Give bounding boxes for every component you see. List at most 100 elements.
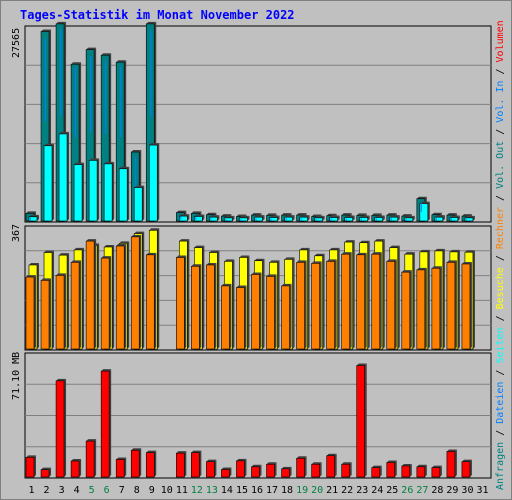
- bar-seiten-17: [269, 217, 278, 222]
- bar-volumen-14-side: [229, 467, 232, 477]
- bar-dateien-13: [210, 218, 212, 221]
- bar-seiten-12: [194, 216, 203, 222]
- bar-seiten-21: [329, 217, 338, 222]
- bar-rechner-15-side: [244, 285, 247, 349]
- bar-volumen-20: [311, 463, 320, 478]
- bar-anfragen-23-top: [356, 213, 367, 216]
- day-label-18: 18: [281, 485, 293, 496]
- bar-seiten-8: [133, 187, 143, 222]
- bar-seiten-3-top: [59, 131, 70, 134]
- bar-seiten-14-top: [224, 215, 235, 218]
- bar-volumen-6-side: [109, 369, 112, 477]
- bar-besuche-13-top: [209, 250, 220, 253]
- bar-anfragen-7-top: [116, 60, 127, 63]
- bar-seiten-16-side: [262, 215, 265, 221]
- chart-title: Tages-Statistik im Monat November 2022: [20, 8, 295, 22]
- bar-volumen-16: [251, 466, 260, 478]
- bar-besuche-4-top: [74, 247, 85, 250]
- bar-seiten-9-top: [149, 143, 160, 146]
- bar-seiten-22-top: [344, 215, 355, 218]
- bar-seiten-19-side: [307, 215, 310, 221]
- legend-entry-9: /: [495, 189, 506, 207]
- bar-rechner-2: [40, 280, 50, 350]
- bar-rechner-13-top: [206, 262, 217, 265]
- day-label-30: 30: [461, 485, 473, 496]
- bar-volumen-1-side: [34, 455, 36, 477]
- bar-seiten-30: [464, 217, 474, 222]
- bar-rechner-20-top: [311, 261, 322, 264]
- bar-rechner-8: [130, 236, 140, 350]
- bar-seiten-22: [344, 217, 353, 222]
- legend-entry-14: Volumen: [495, 20, 506, 62]
- bar-seiten-1-side: [37, 214, 39, 221]
- bar-volumen-17-side: [274, 462, 277, 477]
- bar-rechner-25-top: [386, 259, 397, 262]
- bar-volumen-8-top: [131, 448, 142, 451]
- bar-seiten-7: [118, 168, 128, 222]
- bar-besuche-9-top: [149, 228, 160, 231]
- bar-seiten-23: [359, 217, 369, 222]
- bar-rechner-4: [70, 262, 80, 350]
- visits-ymax-label: 367: [11, 224, 22, 242]
- legend-entry-7: /: [495, 249, 506, 267]
- bar-volumen-22-side: [349, 462, 352, 477]
- bar-seiten-2-top: [44, 143, 55, 146]
- bar-dateien-22: [345, 218, 347, 221]
- bar-rechner-5-top: [86, 239, 97, 242]
- bar-besuche-23-top: [359, 240, 370, 243]
- bar-volumen-26-top: [401, 463, 412, 466]
- day-label-19: 19: [296, 485, 308, 496]
- day-label-14: 14: [221, 485, 233, 496]
- bar-volumen-8-side: [139, 448, 142, 477]
- bar-seiten-20-top: [314, 215, 325, 218]
- bar-besuche-18-top: [284, 257, 295, 260]
- bar-rechner-4-top: [71, 260, 82, 263]
- day-label-8: 8: [134, 485, 140, 496]
- bar-rechner-20: [311, 263, 320, 350]
- bar-dateien-18: [285, 218, 287, 221]
- bar-seiten-1-top: [29, 214, 39, 217]
- legend-entry-8: Rechner: [495, 207, 506, 249]
- bar-besuche-21-top: [329, 247, 340, 250]
- legend-entry-12: Vol. In: [495, 81, 506, 123]
- bar-volumen-12-side: [199, 450, 202, 477]
- bar-volumen-9-top: [146, 450, 157, 453]
- bar-besuche-29-side: [457, 249, 460, 349]
- bar-rechner-22-top: [341, 252, 352, 255]
- bar-volumen-4-top: [71, 459, 82, 462]
- bar-volumen-28-side: [439, 465, 442, 477]
- bar-dateien-29: [450, 218, 452, 221]
- bar-volumen-27-side: [424, 464, 427, 477]
- bar-rechner-21-top: [326, 259, 337, 262]
- bar-rechner-23-top: [356, 252, 367, 255]
- bar-besuche-25-top: [389, 245, 400, 248]
- day-label-20: 20: [311, 485, 323, 496]
- bar-volumen-9: [145, 452, 155, 478]
- bar-rechner-26-top: [401, 270, 412, 273]
- bar-rechner-24-side: [379, 252, 382, 349]
- bar-rechner-15-top: [236, 285, 247, 288]
- bar-rechner-12: [191, 265, 200, 350]
- bar-volumen-24-side: [379, 465, 382, 477]
- bar-volumen-11-top: [176, 451, 187, 454]
- bar-seiten-5-top: [89, 158, 100, 161]
- bar-volumen-26: [401, 465, 411, 478]
- bar-seiten-30-side: [472, 215, 475, 221]
- bar-seiten-29: [449, 217, 459, 222]
- day-label-5: 5: [89, 485, 95, 496]
- bar-besuche-28-top: [434, 248, 445, 251]
- bar-volumen-23-top: [356, 363, 367, 366]
- bar-seiten-26: [404, 217, 414, 222]
- visits-panel-frame: [24, 225, 492, 351]
- bar-seiten-29-side: [457, 215, 460, 221]
- bar-dateien-4: [75, 67, 77, 138]
- bar-volumen-9-side: [154, 450, 157, 477]
- day-label-23: 23: [356, 485, 368, 496]
- bar-seiten-23-side: [367, 215, 370, 221]
- bar-seiten-13: [209, 216, 218, 222]
- bar-seiten-7-top: [119, 166, 130, 169]
- day-label-31: 31: [476, 485, 488, 496]
- bar-dateien-11: [180, 216, 182, 220]
- bar-besuche-12-side: [202, 245, 205, 349]
